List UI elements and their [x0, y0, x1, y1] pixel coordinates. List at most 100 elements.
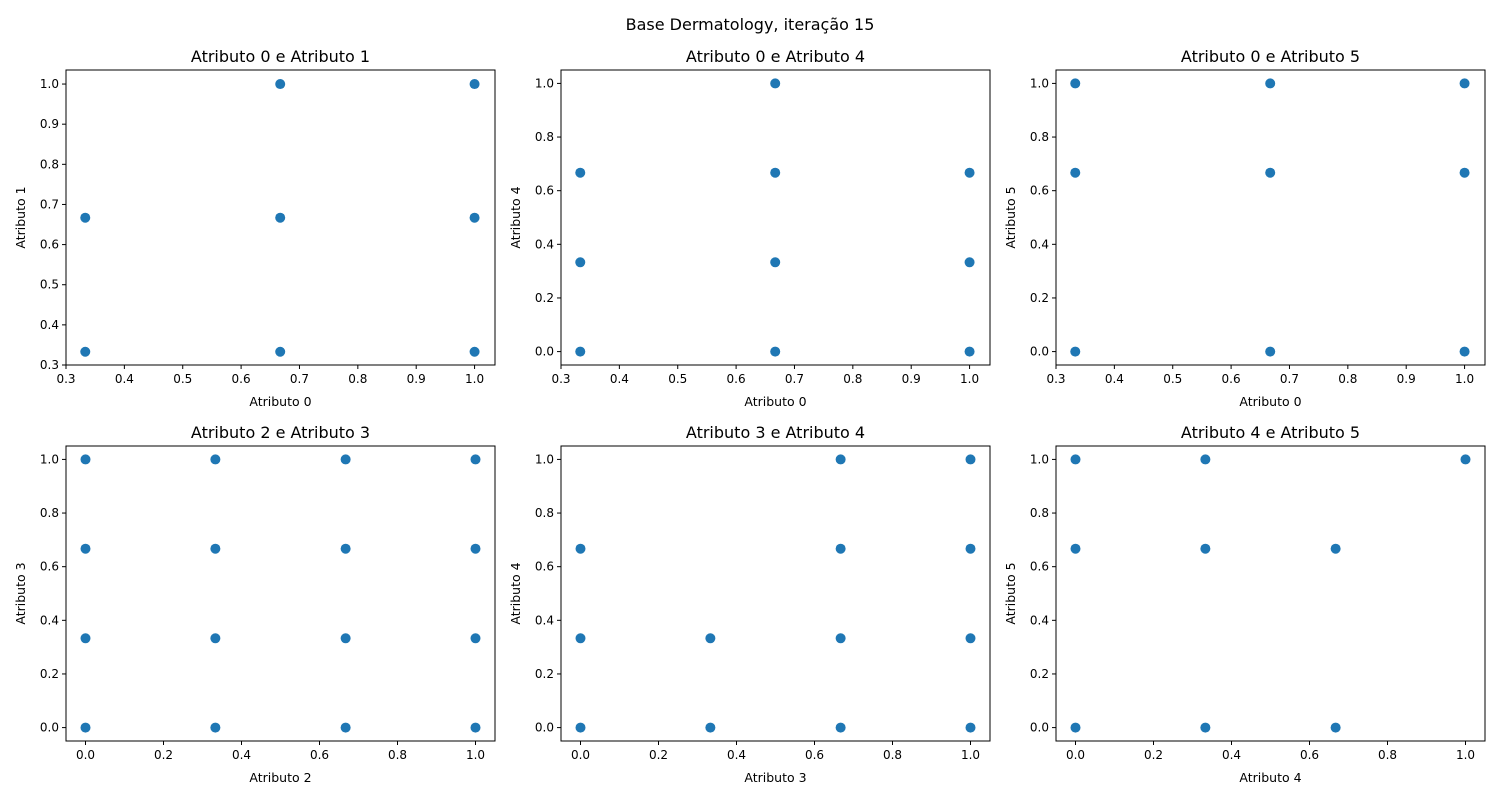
x-tick-label: 1.0: [961, 748, 980, 762]
y-tick-label: 1.0: [40, 452, 59, 466]
x-axis-label: Atributo 0: [1239, 394, 1301, 409]
x-tick-label: 1.0: [960, 372, 979, 386]
data-point: [964, 346, 975, 357]
plot-area: [560, 445, 991, 742]
y-tick-label: 0.8: [40, 157, 59, 171]
data-point: [469, 212, 480, 223]
subplot-4: Atributo 3 e Atributo 4 Atributo 3 Atrib…: [508, 423, 991, 785]
x-tick-label: 1.0: [466, 748, 485, 762]
data-point: [1265, 78, 1276, 89]
data-point: [1265, 346, 1276, 357]
data-point: [470, 633, 481, 644]
data-point: [470, 543, 481, 554]
x-tick-label: 0.8: [1378, 748, 1397, 762]
y-tick-label: 0.3: [40, 358, 59, 372]
y-tick-label: 0.6: [40, 560, 59, 574]
data-point: [210, 543, 221, 554]
x-tick-label: 0.4: [1105, 372, 1124, 386]
subplot-title: Atributo 2 e Atributo 3: [191, 423, 370, 442]
x-tick-label: 1.0: [1456, 748, 1475, 762]
data-point: [575, 722, 586, 733]
data-point: [80, 633, 91, 644]
y-tick-label: 1.0: [535, 452, 554, 466]
y-tick-label: 0.2: [535, 291, 554, 305]
data-point: [965, 454, 976, 465]
data-point: [835, 543, 846, 554]
data-point: [469, 346, 480, 357]
data-point: [575, 167, 586, 178]
y-tick-label: 0.7: [40, 197, 59, 211]
data-point: [1200, 454, 1211, 465]
data-point: [965, 543, 976, 554]
data-point: [964, 257, 975, 268]
x-tick-label: 0.6: [310, 748, 329, 762]
data-point: [1459, 167, 1470, 178]
data-point: [1070, 543, 1081, 554]
data-point: [705, 722, 716, 733]
subplot-3: Atributo 2 e Atributo 3 Atributo 2 Atrib…: [13, 423, 496, 785]
data-point: [705, 633, 716, 644]
data-point: [80, 212, 91, 223]
subplot-title: Atributo 0 e Atributo 4: [686, 47, 865, 66]
data-point: [1460, 454, 1471, 465]
subplot-1: Atributo 0 e Atributo 4 Atributo 0 Atrib…: [508, 47, 991, 409]
data-point: [575, 543, 586, 554]
data-point: [1200, 722, 1211, 733]
x-tick-label: 0.8: [883, 748, 902, 762]
subplot-title: Atributo 0 e Atributo 1: [191, 47, 370, 66]
y-tick-label: 0.8: [40, 506, 59, 520]
x-tick-label: 0.0: [1066, 748, 1085, 762]
data-point: [1070, 167, 1081, 178]
subplot-5: Atributo 4 e Atributo 5 Atributo 4 Atrib…: [1003, 423, 1486, 785]
data-point: [1070, 78, 1081, 89]
y-tick-label: 0.8: [1030, 506, 1049, 520]
subplot-title: Atributo 3 e Atributo 4: [686, 423, 865, 442]
x-axis-label: Atributo 4: [1239, 770, 1301, 785]
y-axis-label: Atributo 1: [13, 186, 28, 248]
y-tick-label: 0.2: [535, 667, 554, 681]
y-tick-label: 0.4: [1030, 237, 1049, 251]
x-tick-label: 0.4: [115, 372, 134, 386]
x-tick-label: 0.4: [232, 748, 251, 762]
x-tick-label: 1.0: [465, 372, 484, 386]
y-tick-label: 0.0: [40, 721, 59, 735]
x-tick-label: 0.9: [407, 372, 426, 386]
y-tick-label: 0.4: [40, 318, 59, 332]
x-tick-label: 0.6: [805, 748, 824, 762]
data-point: [80, 722, 91, 733]
x-tick-label: 0.7: [1280, 372, 1299, 386]
data-point: [470, 722, 481, 733]
x-tick-label: 0.7: [785, 372, 804, 386]
data-point: [340, 722, 351, 733]
data-point: [469, 79, 480, 90]
y-tick-label: 0.0: [1030, 345, 1049, 359]
y-tick-label: 0.6: [535, 184, 554, 198]
data-point: [770, 78, 781, 89]
data-point: [965, 633, 976, 644]
subplot-2: Atributo 0 e Atributo 5 Atributo 0 Atrib…: [1003, 47, 1486, 409]
data-point: [1459, 78, 1470, 89]
plot-area: [65, 445, 496, 742]
data-point: [1200, 543, 1211, 554]
data-point: [1330, 722, 1341, 733]
data-point: [770, 346, 781, 357]
data-point: [964, 167, 975, 178]
y-tick-label: 0.2: [1030, 291, 1049, 305]
data-point: [470, 454, 481, 465]
y-axis-label: Atributo 4: [508, 562, 523, 624]
data-point: [835, 633, 846, 644]
data-point: [965, 722, 976, 733]
x-tick-label: 0.6: [727, 372, 746, 386]
data-point: [1330, 543, 1341, 554]
x-tick-label: 0.2: [1144, 748, 1163, 762]
x-tick-label: 1.0: [1455, 372, 1474, 386]
x-tick-label: 0.3: [56, 372, 75, 386]
x-axis-label: Atributo 3: [744, 770, 806, 785]
data-point: [1070, 346, 1081, 357]
x-tick-label: 0.5: [668, 372, 687, 386]
x-axis-label: Atributo 0: [249, 394, 311, 409]
x-tick-label: 0.9: [1397, 372, 1416, 386]
x-tick-label: 0.9: [902, 372, 921, 386]
data-point: [575, 346, 586, 357]
x-tick-label: 0.3: [1046, 372, 1065, 386]
